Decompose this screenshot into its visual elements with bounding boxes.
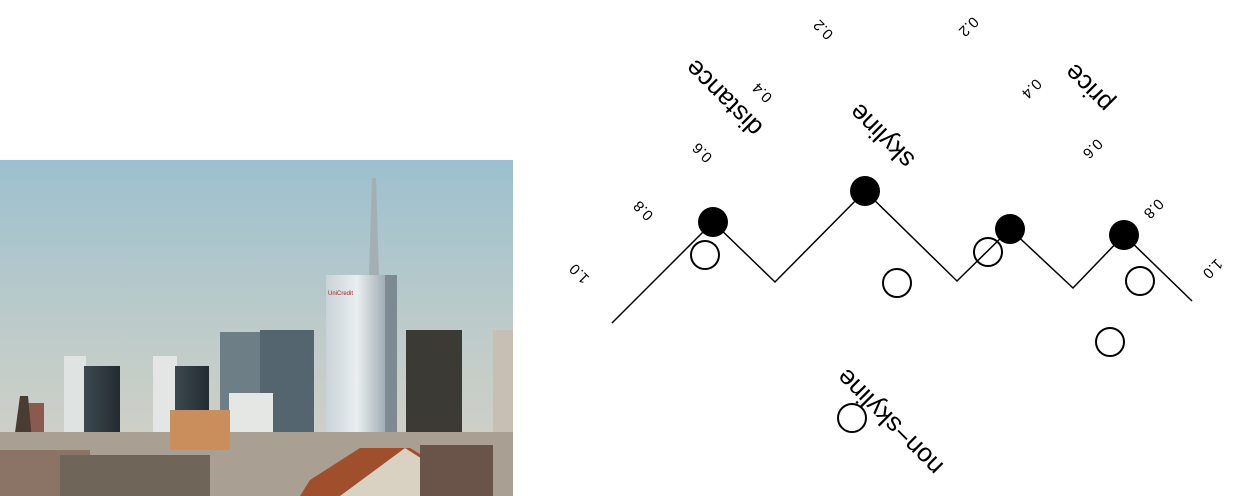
tower-spire xyxy=(369,178,379,275)
tick-label: 0.4 xyxy=(749,79,776,106)
city-skyline-photo: UniCredit xyxy=(0,160,513,496)
non-skyline-marker xyxy=(882,268,912,298)
non-skyline-marker xyxy=(690,240,720,270)
axis-label-price: price xyxy=(1058,58,1119,119)
tick-label: 0.8 xyxy=(1140,195,1167,222)
tower-sign: UniCredit xyxy=(328,291,353,297)
roof xyxy=(170,410,230,450)
legend-non-skyline-label: non−skyline xyxy=(830,363,949,482)
axis-label-distance: distance xyxy=(679,54,769,144)
tower-side xyxy=(385,275,397,445)
non-skyline-marker xyxy=(1095,327,1125,357)
skyline-line xyxy=(611,189,1193,324)
diagram: skyline non−skyline distance price 1.0 0… xyxy=(566,13,1226,482)
tick-label: 1.0 xyxy=(1199,255,1226,282)
legend-skyline-label: skyline xyxy=(843,98,920,175)
non-skyline-series xyxy=(690,237,1155,433)
tower-forest xyxy=(406,330,462,446)
building xyxy=(229,393,273,433)
tick-label: 0.6 xyxy=(689,139,716,166)
church-spire xyxy=(14,396,32,440)
tick-label: 0.2 xyxy=(955,13,982,40)
roof xyxy=(60,455,210,496)
skyline-series xyxy=(611,176,1193,324)
skyline-label: skyline xyxy=(843,98,920,175)
tick-label: 0.4 xyxy=(1018,75,1045,102)
non-skyline-marker xyxy=(837,403,867,433)
tick-label: 1.0 xyxy=(566,260,593,287)
skyline-marker xyxy=(995,214,1025,244)
tick-label: 0.2 xyxy=(810,16,837,43)
tick-label: 0.6 xyxy=(1079,135,1106,162)
roof xyxy=(420,445,493,496)
skyline-marker xyxy=(1109,220,1139,250)
tick-label: 0.8 xyxy=(630,197,657,224)
price-label: price xyxy=(1058,58,1119,119)
skyline-marker xyxy=(698,207,728,237)
building xyxy=(64,356,86,446)
non-skyline-marker xyxy=(973,237,1003,267)
tower xyxy=(326,275,388,445)
skyline-marker xyxy=(850,176,880,206)
distance-label: distance xyxy=(679,54,769,144)
non-skyline-marker xyxy=(1125,266,1155,296)
non-skyline-label: non−skyline xyxy=(830,363,949,482)
